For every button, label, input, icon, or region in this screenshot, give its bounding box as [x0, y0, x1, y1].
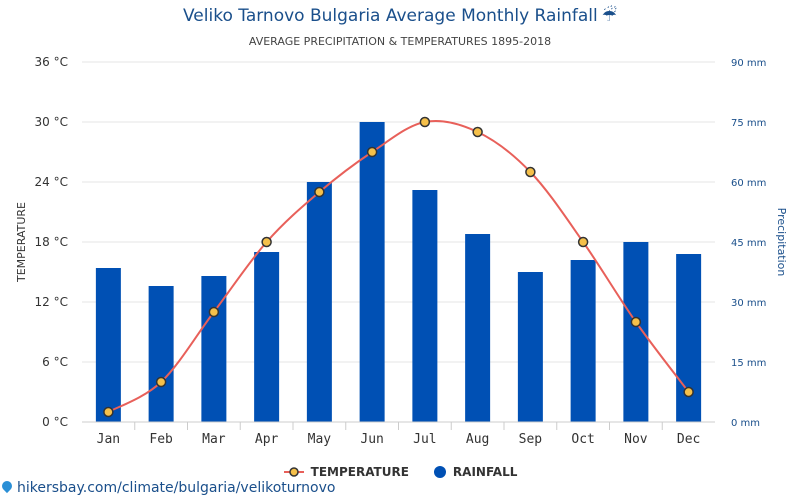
rainfall-bar	[465, 234, 491, 422]
chart-title: Veliko Tarnovo Bulgaria Average Monthly …	[182, 6, 598, 26]
temperature-point	[155, 376, 167, 388]
y-tick-left: 24 °C	[35, 175, 68, 189]
y-tick-left: 36 °C	[35, 55, 68, 69]
location-pin-icon	[0, 478, 15, 494]
y-tick-left: 18 °C	[35, 235, 68, 249]
legend-item-temperature[interactable]: TEMPERATURE	[283, 465, 409, 479]
rainfall-bar	[412, 190, 438, 422]
y-axis-title-left: TEMPERATURE	[15, 202, 28, 283]
x-tick-label: Dec	[677, 432, 700, 447]
y-tick-left: 0 °C	[42, 415, 68, 429]
x-tick-label: Jul	[413, 432, 436, 447]
x-tick-label: Nov	[624, 432, 648, 447]
footer-link[interactable]: hikersbay.com/climate/bulgaria/velikotur…	[17, 480, 336, 496]
y-tick-right: 75 mm	[731, 118, 766, 129]
x-tick-label: Jun	[360, 432, 383, 447]
legend-rainfall-label: RAINFALL	[452, 465, 518, 479]
y-tick-right: 45 mm	[731, 238, 766, 249]
legend-temperature-label: TEMPERATURE	[310, 465, 409, 479]
y-tick-left: 30 °C	[35, 115, 68, 129]
y-tick-left: 12 °C	[35, 295, 68, 309]
rainfall-bar	[254, 252, 280, 422]
temperature-point	[208, 306, 220, 318]
x-tick-label: Aug	[466, 432, 489, 447]
rainfall-bar	[517, 272, 543, 422]
temperature-point	[419, 116, 431, 128]
temperature-point	[630, 316, 642, 328]
temperature-point	[683, 386, 694, 398]
temperature-point	[525, 166, 536, 178]
axes: 0 °C 6 °C 12 °C 18 °C 24 °C 30 °C 36 °C 0 mm 15 …	[15, 55, 788, 447]
rainfall-bar	[306, 182, 332, 422]
x-tick-label: Mar	[202, 432, 226, 447]
x-tick-label: Oct	[571, 432, 594, 447]
chart-title-wrap: Veliko Tarnovo Bulgaria Average Monthly …	[0, 6, 800, 26]
y-tick-right: 30 mm	[731, 298, 766, 309]
temperature-point	[314, 186, 325, 198]
temperature-point	[103, 406, 114, 418]
temperature-point	[261, 236, 272, 248]
temperature-point	[366, 146, 378, 158]
x-tick-label: Sep	[519, 432, 543, 447]
footer-link-wrap[interactable]: hikersbay.com/climate/bulgaria/velikotur…	[0, 478, 336, 496]
temperature-point	[472, 126, 483, 138]
rainfall-bar	[95, 268, 121, 422]
legend-rainfall-swatch	[433, 466, 446, 478]
rainfall-bar	[359, 122, 385, 422]
umbrella-icon: ☔	[601, 6, 617, 26]
grid	[82, 61, 715, 430]
temperature-line-group	[103, 116, 694, 418]
y-tick-right: 0 mm	[731, 418, 760, 429]
rainfall-bars	[95, 122, 702, 422]
legend: TEMPERATURE RAINFALL	[0, 463, 800, 481]
x-tick-label: Jan	[97, 432, 120, 447]
x-tick-label: Feb	[149, 432, 173, 447]
legend-item-rainfall[interactable]: RAINFALL	[433, 465, 517, 479]
rainfall-bar	[148, 286, 174, 422]
legend-temperature-swatch	[283, 467, 304, 477]
y-tick-right: 15 mm	[731, 358, 766, 369]
x-tick-label: May	[308, 432, 332, 447]
temperature-line	[107, 119, 690, 413]
rainfall-bar	[570, 260, 596, 422]
chart-subtitle: AVERAGE PRECIPITATION & TEMPERATURES 189…	[248, 35, 552, 48]
x-tick-label: Apr	[255, 432, 279, 447]
y-tick-left: 6 °C	[42, 355, 68, 369]
y-tick-right: 60 mm	[731, 178, 766, 189]
chart-plot: 0 °C 6 °C 12 °C 18 °C 24 °C 30 °C 36 °C 0 mm 15 …	[15, 55, 788, 447]
rainfall-bar	[623, 242, 649, 422]
y-tick-right: 90 mm	[731, 58, 766, 69]
rainfall-bar	[201, 276, 227, 422]
temperature-point	[577, 236, 589, 248]
y-axis-title-right: Precipitation	[775, 208, 788, 277]
